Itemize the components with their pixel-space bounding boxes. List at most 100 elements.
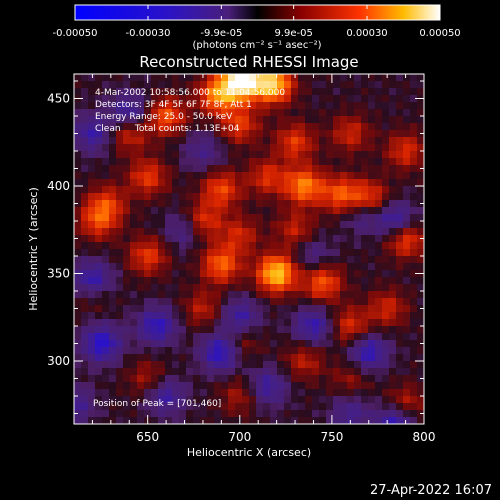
heatmap-cell	[347, 305, 355, 313]
heatmap-cell	[165, 130, 173, 138]
heatmap-cell	[305, 95, 313, 103]
heatmap-cell	[179, 340, 187, 348]
heatmap-cell	[172, 403, 180, 411]
heatmap-cell	[200, 347, 208, 355]
heatmap-cell	[375, 270, 383, 278]
heatmap-cell	[305, 305, 313, 313]
heatmap-cell	[235, 235, 243, 243]
heatmap-cell	[270, 158, 278, 166]
heatmap-cell	[284, 186, 292, 194]
heatmap-cell	[186, 200, 194, 208]
heatmap-cell	[277, 298, 285, 306]
heatmap-cell	[74, 263, 82, 271]
heatmap-cell	[417, 214, 424, 222]
heatmap-cell	[305, 263, 313, 271]
heatmap-cell	[242, 165, 250, 173]
heatmap-cell	[165, 319, 173, 327]
heatmap-cell	[340, 298, 348, 306]
heatmap-cell	[116, 137, 124, 145]
heatmap-cell	[158, 277, 166, 285]
heatmap-cell	[74, 123, 82, 131]
heatmap-cell	[95, 263, 103, 271]
heatmap-cell	[326, 249, 334, 257]
heatmap-cell	[333, 333, 341, 341]
heatmap-cell	[221, 102, 229, 110]
heatmap-cell	[109, 417, 117, 424]
heatmap-cell	[298, 333, 306, 341]
heatmap-cell	[305, 312, 313, 320]
heatmap-cell	[270, 214, 278, 222]
heatmap-cell	[81, 382, 89, 390]
heatmap-cell	[284, 172, 292, 180]
heatmap-cell	[305, 256, 313, 264]
heatmap-cell	[242, 221, 250, 229]
heatmap-cell	[249, 361, 257, 369]
heatmap-cell	[95, 158, 103, 166]
heatmap-cell	[214, 312, 222, 320]
heatmap-cell	[81, 298, 89, 306]
heatmap-cell	[347, 375, 355, 383]
heatmap-cell	[116, 298, 124, 306]
heatmap-cell	[88, 200, 96, 208]
heatmap-cell	[284, 235, 292, 243]
heatmap-cell	[158, 312, 166, 320]
heatmap-cell	[333, 207, 341, 215]
heatmap-cell	[235, 137, 243, 145]
heatmap-cell	[347, 95, 355, 103]
heatmap-cell	[130, 88, 138, 96]
heatmap-cell	[389, 319, 397, 327]
heatmap-cell	[368, 207, 376, 215]
heatmap-cell	[249, 158, 257, 166]
heatmap-cell	[312, 214, 320, 222]
heatmap-cell	[410, 137, 418, 145]
heatmap-cell	[214, 291, 222, 299]
heatmap-cell	[186, 102, 194, 110]
heatmap-cell	[368, 193, 376, 201]
heatmap-cell	[242, 347, 250, 355]
heatmap-cell	[95, 277, 103, 285]
heatmap-cell	[228, 123, 236, 131]
heatmap-cell	[375, 81, 383, 89]
heatmap-cell	[221, 389, 229, 397]
heatmap-cell	[235, 144, 243, 152]
heatmap-cell	[123, 186, 131, 194]
heatmap-cell	[235, 193, 243, 201]
heatmap-cell	[158, 193, 166, 201]
heatmap-cell	[228, 389, 236, 397]
heatmap-cell	[333, 410, 341, 418]
heatmap-cell	[242, 200, 250, 208]
heatmap-cell	[284, 88, 292, 96]
heatmap-cell	[417, 221, 424, 229]
heatmap-cell	[403, 270, 411, 278]
heatmap-cell	[74, 116, 82, 124]
heatmap-cell	[158, 417, 166, 424]
heatmap-cell	[200, 221, 208, 229]
heatmap-cell	[81, 151, 89, 159]
heatmap-cell	[109, 277, 117, 285]
heatmap-cell	[382, 396, 390, 404]
heatmap-cell	[389, 172, 397, 180]
heatmap-cell	[193, 235, 201, 243]
heatmap-cell	[396, 368, 404, 376]
heatmap-cell	[305, 375, 313, 383]
heatmap-cell	[312, 410, 320, 418]
heatmap-cell	[165, 221, 173, 229]
heatmap-cell	[382, 319, 390, 327]
heatmap-cell	[263, 291, 271, 299]
heatmap-cell	[319, 284, 327, 292]
heatmap-cell	[368, 270, 376, 278]
heatmap-cell	[193, 382, 201, 390]
heatmap-cell	[165, 382, 173, 390]
heatmap-cell	[200, 291, 208, 299]
heatmap-cell	[88, 410, 96, 418]
heatmap-cell	[270, 333, 278, 341]
heatmap-cell	[158, 305, 166, 313]
heatmap-cell	[172, 242, 180, 250]
heatmap-cell	[144, 200, 152, 208]
heatmap-cell	[270, 130, 278, 138]
heatmap-cell	[375, 116, 383, 124]
heatmap-cell	[263, 179, 271, 187]
heatmap-cell	[179, 410, 187, 418]
heatmap-cell	[263, 74, 271, 82]
heatmap-cell	[326, 207, 334, 215]
